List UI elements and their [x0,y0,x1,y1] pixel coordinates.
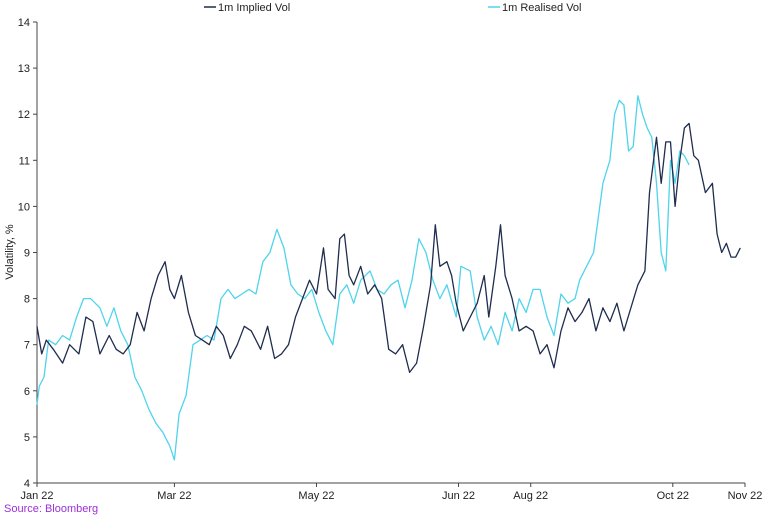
series-layer [36,95,741,461]
legend-label-implied: 1m Implied Vol [218,2,290,14]
x-tick-label: May 22 [298,490,334,502]
y-tick-label: 12 [18,109,30,121]
x-ticks: Jan 22 Mar 22 May 22 Jun 22 Aug 22 Oct 22 Nov … [20,483,762,502]
y-tick-label: 4 [24,478,30,490]
y-ticks: 4 5 6 7 8 9 10 11 12 13 14 [18,17,37,490]
y-tick-label: 11 [19,155,30,167]
y-axis-label: Volatility, % [4,224,16,280]
y-tick-label: 8 [24,294,30,306]
y-tick-label: 9 [24,248,30,260]
source-note: Source: Bloomberg [4,503,99,515]
series-line-implied-vol [36,122,741,374]
y-tick-label: 5 [24,432,30,444]
axes [36,22,745,484]
y-tick-label: 7 [24,340,30,352]
x-tick-label: Nov 22 [728,490,763,502]
x-tick-label: Mar 22 [157,490,191,502]
y-tick-label: 6 [24,386,30,398]
x-tick-label: Aug 22 [513,490,548,502]
x-tick-label: Jan 22 [20,490,53,502]
y-tick-label: 10 [18,201,30,213]
legend-label-realised: 1m Realised Vol [502,2,582,14]
x-tick-label: Jun 22 [442,490,475,502]
y-tick-label: 14 [18,17,30,29]
legend: 1m Implied Vol 1m Realised Vol [204,2,582,14]
x-tick-label: Oct 22 [657,490,689,502]
y-tick-label: 13 [18,63,30,75]
